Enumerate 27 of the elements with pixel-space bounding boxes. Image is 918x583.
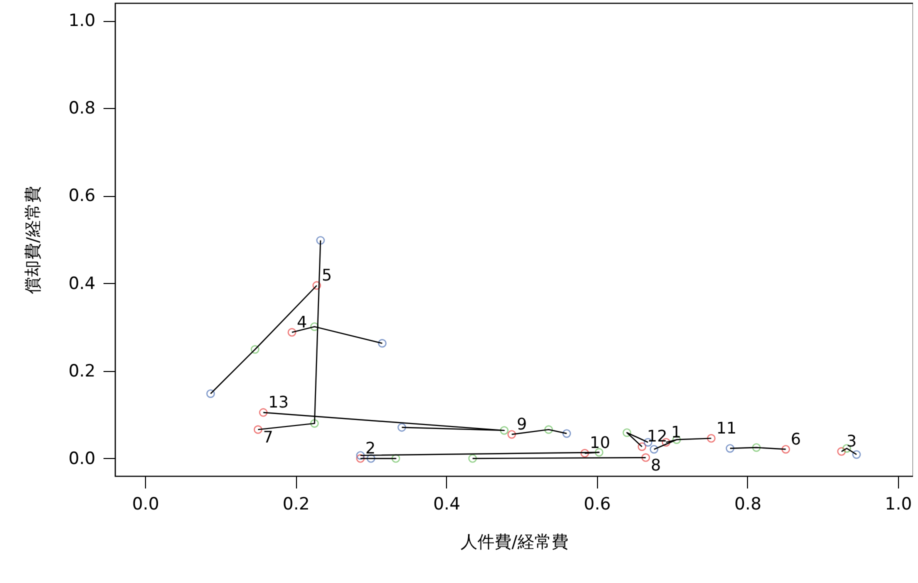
- annotation: 6: [790, 429, 801, 448]
- annotation: 7: [263, 428, 274, 447]
- y-tick-label: 1.0: [68, 11, 96, 32]
- x-axis-title: 人件費/経常費: [460, 532, 568, 552]
- y-tick-label: 0.6: [68, 186, 96, 206]
- x-tick-label: 0.2: [282, 494, 310, 514]
- y-tick-label: 0.0: [68, 448, 96, 469]
- annotation: 13: [268, 392, 289, 412]
- y-tick-label: 0.4: [68, 274, 96, 294]
- x-tick-label: 1.0: [884, 494, 912, 514]
- x-tick-label: 0.8: [734, 494, 762, 514]
- annotation: 3: [846, 431, 857, 450]
- annotation: 4: [296, 312, 308, 332]
- y-tick-label: 0.2: [68, 361, 96, 382]
- y-tick-label: 0.8: [68, 98, 96, 119]
- x-tick-label: 0.4: [433, 494, 460, 514]
- annotation: 12: [646, 426, 668, 446]
- x-tick-label: 0.6: [584, 494, 611, 514]
- annotation: 1: [671, 422, 682, 442]
- annotation: 5: [322, 265, 332, 284]
- annotation: 8: [650, 456, 661, 475]
- y-axis-title: 償却費/経常費: [23, 186, 44, 294]
- annotation: 11: [716, 418, 737, 438]
- annotation: 10: [590, 433, 610, 452]
- annotation: 9: [516, 414, 527, 434]
- annotation: 2: [365, 438, 376, 458]
- x-tick-label: 0.0: [132, 494, 160, 514]
